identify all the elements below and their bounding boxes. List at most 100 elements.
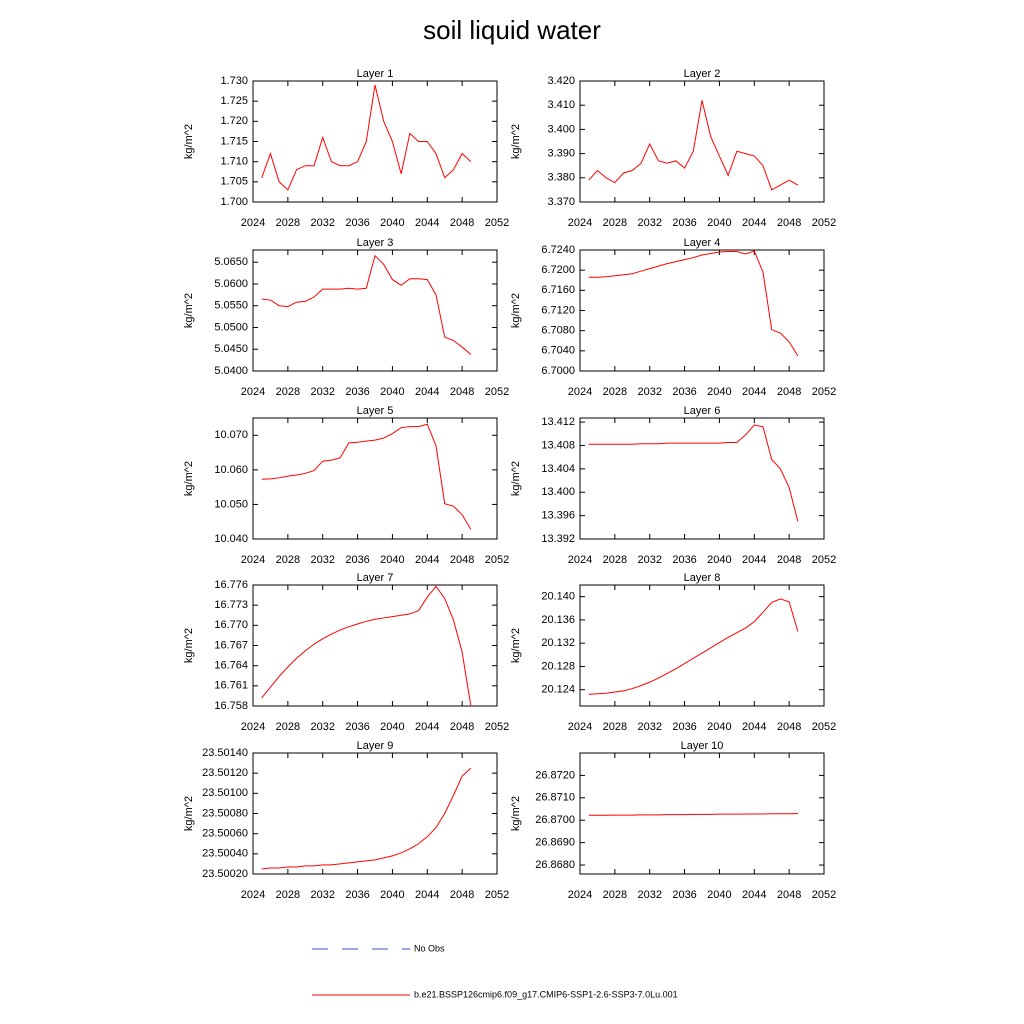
y-tick-label: 23.50140 <box>202 747 248 759</box>
y-tick-label: 5.0550 <box>214 300 248 312</box>
x-tick-label: 2032 <box>310 721 334 733</box>
x-tick-label: 2036 <box>345 889 369 901</box>
y-tick-label: 20.128 <box>541 660 575 672</box>
plot-frame <box>252 249 498 372</box>
y-tick-label: 1.720 <box>220 115 248 127</box>
y-axis-label: kg/m^2 <box>510 796 522 831</box>
x-tick-label: 2036 <box>345 217 369 229</box>
x-tick-label: 2048 <box>777 721 801 733</box>
x-tick-label: 2040 <box>707 217 731 229</box>
x-tick-label: 2052 <box>485 386 509 398</box>
x-tick-label: 2052 <box>485 217 509 229</box>
y-tick-label: 10.050 <box>214 498 248 510</box>
x-tick-label: 2044 <box>415 554 439 566</box>
y-tick-label: 5.0450 <box>214 343 248 355</box>
x-tick-label: 2040 <box>380 386 404 398</box>
x-tick-label: 2032 <box>637 721 661 733</box>
y-tick-label: 1.725 <box>220 95 248 107</box>
x-tick-label: 2036 <box>345 721 369 733</box>
x-tick-label: 2044 <box>742 554 766 566</box>
x-tick-label: 2048 <box>450 889 474 901</box>
x-tick-label: 2028 <box>276 554 300 566</box>
x-tick-label: 2052 <box>485 721 509 733</box>
y-tick-label: 13.404 <box>541 463 575 475</box>
x-tick-label: 2028 <box>603 721 627 733</box>
panel-title: Layer 3 <box>357 237 394 249</box>
x-tick-label: 2040 <box>707 721 731 733</box>
x-tick-label: 2024 <box>568 721 592 733</box>
plot-frame <box>579 417 825 540</box>
x-tick-label: 2048 <box>450 217 474 229</box>
x-tick-label: 2036 <box>672 721 696 733</box>
y-tick-label: 26.8710 <box>535 792 575 804</box>
x-tick-label: 2024 <box>241 889 265 901</box>
y-tick-label: 16.764 <box>214 660 248 672</box>
x-tick-label: 2036 <box>672 217 696 229</box>
legend-label: b.e21.BSSP126cmip6.f09_g17.CMIP6-SSP1-2.… <box>414 989 678 999</box>
y-tick-label: 23.50080 <box>202 807 248 819</box>
y-tick-label: 23.50100 <box>202 787 248 799</box>
y-axis-label: kg/m^2 <box>183 628 195 663</box>
panel-title: Layer 10 <box>681 740 724 752</box>
data-line <box>261 84 472 191</box>
panel-title: Layer 6 <box>684 405 721 417</box>
y-tick-label: 5.0400 <box>214 365 248 377</box>
x-tick-label: 2032 <box>637 217 661 229</box>
data-line <box>588 100 799 191</box>
x-tick-label: 2048 <box>777 889 801 901</box>
x-tick-label: 2040 <box>380 217 404 229</box>
y-tick-label: 10.060 <box>214 464 248 476</box>
y-axis-label: kg/m^2 <box>510 293 522 328</box>
x-tick-label: 2032 <box>310 554 334 566</box>
plot-frame <box>579 752 825 875</box>
y-tick-label: 1.705 <box>220 176 248 188</box>
x-tick-label: 2048 <box>777 554 801 566</box>
y-tick-label: 5.0600 <box>214 278 248 290</box>
panel-title: Layer 7 <box>357 572 394 584</box>
y-tick-label: 3.390 <box>547 148 575 160</box>
y-tick-label: 10.070 <box>214 429 248 441</box>
x-tick-label: 2036 <box>672 386 696 398</box>
x-tick-label: 2044 <box>415 217 439 229</box>
x-tick-label: 2040 <box>707 386 731 398</box>
x-tick-label: 2028 <box>603 386 627 398</box>
y-tick-label: 1.715 <box>220 135 248 147</box>
x-tick-label: 2040 <box>380 554 404 566</box>
data-line <box>588 424 799 522</box>
x-tick-label: 2048 <box>450 554 474 566</box>
y-axis-label: kg/m^2 <box>183 124 195 159</box>
y-tick-label: 23.50040 <box>202 848 248 860</box>
y-tick-label: 13.400 <box>541 486 575 498</box>
y-tick-label: 16.758 <box>214 700 248 712</box>
x-tick-label: 2032 <box>310 889 334 901</box>
x-tick-label: 2036 <box>345 386 369 398</box>
x-tick-label: 2024 <box>241 217 265 229</box>
y-tick-label: 3.410 <box>547 99 575 111</box>
x-tick-label: 2052 <box>812 386 836 398</box>
y-tick-label: 3.400 <box>547 123 575 135</box>
data-line <box>261 423 472 530</box>
y-tick-label: 26.8690 <box>535 837 575 849</box>
y-tick-label: 13.396 <box>541 510 575 522</box>
x-tick-label: 2040 <box>707 889 731 901</box>
x-tick-label: 2036 <box>672 554 696 566</box>
x-tick-label: 2032 <box>310 217 334 229</box>
x-tick-label: 2044 <box>742 217 766 229</box>
x-tick-label: 2028 <box>603 554 627 566</box>
x-tick-label: 2028 <box>276 721 300 733</box>
x-tick-label: 2028 <box>276 889 300 901</box>
y-tick-label: 6.7240 <box>541 244 575 256</box>
x-tick-label: 2024 <box>568 386 592 398</box>
y-tick-label: 3.420 <box>547 75 575 87</box>
y-tick-label: 5.0650 <box>214 256 248 268</box>
panel-title: Layer 5 <box>357 405 394 417</box>
y-tick-label: 16.767 <box>214 639 248 651</box>
panel-title: Layer 9 <box>357 740 394 752</box>
data-line <box>261 585 472 707</box>
x-tick-label: 2052 <box>812 721 836 733</box>
x-tick-label: 2024 <box>241 386 265 398</box>
x-tick-label: 2044 <box>415 889 439 901</box>
x-tick-label: 2024 <box>568 217 592 229</box>
